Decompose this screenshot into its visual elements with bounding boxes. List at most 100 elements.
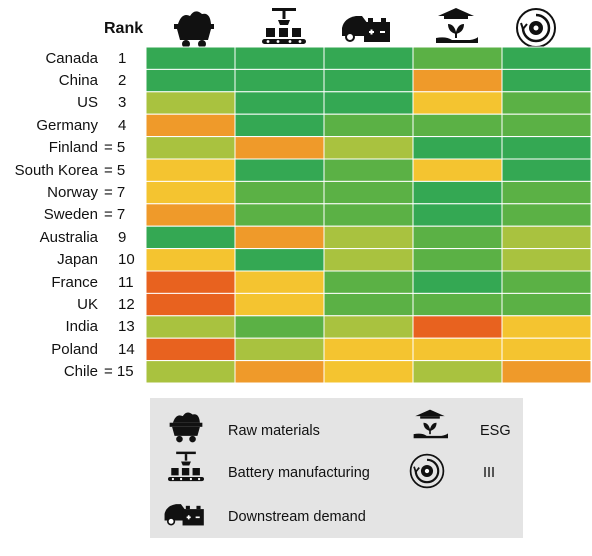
heatmap-cell	[234, 68, 325, 93]
heatmap-cell	[323, 248, 414, 272]
rank-label: 10	[118, 251, 135, 269]
heatmap-cell	[501, 46, 592, 70]
heatmap-cell	[145, 248, 236, 272]
heatmap-cell	[501, 91, 592, 115]
country-label: India	[65, 318, 98, 336]
heatmap-cell	[234, 91, 325, 115]
rank-label: 11	[118, 273, 134, 291]
heatmap-cell	[501, 315, 592, 339]
heatmap	[145, 46, 592, 384]
heatmap-cell	[145, 180, 236, 205]
rank-label: 1	[118, 49, 127, 67]
heatmap-cell	[145, 270, 236, 294]
heatmap-cell	[145, 225, 236, 250]
heatmap-cell	[234, 315, 325, 339]
heatmap-cell	[323, 46, 414, 70]
heatmap-cell	[412, 225, 503, 250]
heatmap-cell	[501, 68, 592, 93]
heatmap-cell	[145, 315, 236, 339]
heatmap-cell	[145, 360, 236, 384]
heatmap-cell	[145, 292, 236, 317]
rank-header: Rank	[104, 20, 144, 37]
legend: Raw materials Battery manufacturing Down…	[150, 398, 523, 538]
country-label: UK	[77, 295, 98, 313]
rank-label: 14	[118, 340, 135, 358]
heatmap-cell	[323, 270, 414, 294]
iii-icon	[409, 453, 445, 489]
rank-label: 9	[118, 228, 127, 246]
heatmap-cell	[145, 337, 236, 362]
heatmap-cell	[501, 180, 592, 205]
country-label: Norway	[47, 183, 98, 201]
heatmap-cell	[323, 315, 414, 339]
heatmap-cell	[323, 158, 414, 182]
heatmap-cell	[412, 270, 503, 294]
heatmap-cell	[234, 180, 325, 205]
heatmap-cell	[234, 360, 325, 384]
heatmap-cell	[234, 248, 325, 272]
heatmap-cell	[501, 292, 592, 317]
heatmap-cell	[145, 203, 236, 227]
country-label: Canada	[45, 49, 98, 67]
battery-manufacturing-icon	[262, 8, 306, 44]
downstream-demand-icon	[342, 16, 390, 42]
country-label: Germany	[36, 116, 98, 134]
raw-materials-icon	[169, 412, 203, 443]
legend-raw-materials-label: Raw materials	[228, 423, 320, 439]
heatmap-cell	[412, 113, 503, 138]
heatmap-cell	[145, 113, 236, 138]
country-label: South Korea	[14, 161, 98, 179]
rank-label: 12	[118, 295, 135, 313]
heatmap-cell	[145, 68, 236, 93]
heatmap-cell	[412, 337, 503, 362]
heatmap-cell	[145, 46, 236, 70]
heatmap-cell	[234, 203, 325, 227]
country-label: China	[58, 71, 98, 89]
esg-icon	[436, 8, 478, 43]
heatmap-cell	[145, 158, 236, 182]
heatmap-cell	[412, 360, 503, 384]
country-label: France	[51, 273, 98, 291]
heatmap-cell	[501, 113, 592, 138]
legend-battery-manufacturing-label: Battery manufacturing	[228, 465, 370, 481]
heatmap-cell	[501, 337, 592, 362]
rank-label: 2	[118, 71, 127, 89]
heatmap-cell	[412, 136, 503, 160]
heatmap-cell	[323, 225, 414, 250]
heatmap-cell	[412, 315, 503, 339]
heatmap-cell	[323, 292, 414, 317]
heatmap-cell	[501, 270, 592, 294]
rank-label: 4	[118, 116, 127, 134]
heatmap-cell	[145, 91, 236, 115]
heatmap-cell	[501, 136, 592, 160]
battery-manufacturing-icon	[168, 451, 204, 482]
rank-label: = 7	[104, 183, 126, 201]
raw-materials-icon	[174, 11, 214, 48]
heatmap-cell	[412, 180, 503, 205]
country-label: Sweden	[43, 206, 98, 224]
heatmap-cell	[234, 136, 325, 160]
downstream-demand-icon	[164, 504, 204, 526]
rank-label: = 5	[104, 161, 126, 179]
heatmap-cell	[323, 337, 414, 362]
heatmap-cell	[234, 337, 325, 362]
heatmap-cell	[412, 248, 503, 272]
heatmap-cell	[412, 46, 503, 70]
heatmap-cell	[323, 180, 414, 205]
heatmap-cell	[501, 360, 592, 384]
esg-icon	[413, 409, 448, 439]
heatmap-cell	[412, 203, 503, 227]
country-label: Chile	[63, 363, 98, 381]
heatmap-cell	[234, 270, 325, 294]
heatmap-cell	[234, 158, 325, 182]
heatmap-cell	[323, 136, 414, 160]
rank-label: = 7	[104, 206, 126, 224]
rank-label: = 5	[104, 139, 126, 157]
heatmap-cell	[412, 158, 503, 182]
heatmap-cell	[145, 136, 236, 160]
heatmap-cell	[323, 203, 414, 227]
heatmap-cell	[501, 248, 592, 272]
rank-label: 3	[118, 94, 127, 112]
heatmap-cell	[412, 91, 503, 115]
legend-iii-label: III	[483, 465, 496, 481]
